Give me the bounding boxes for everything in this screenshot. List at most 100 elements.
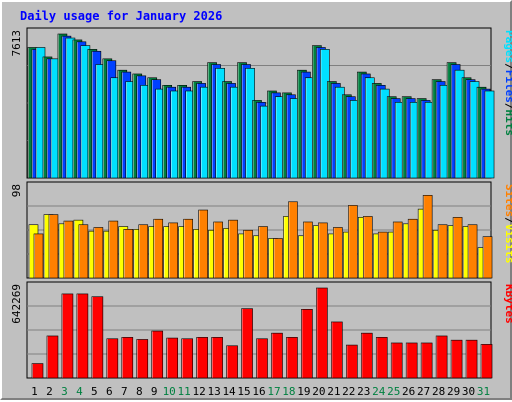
bar-kbytes-day-18-fill: [286, 337, 298, 378]
bar-kbytes-day-25-edge: [390, 342, 403, 379]
bar-kbytes-day-8-edge: [136, 339, 149, 379]
bar-pages-day-15-fill: [245, 68, 255, 178]
bar-kbytes-day-9-fill: [151, 331, 163, 378]
bar-visits-day-25-fill: [388, 232, 398, 278]
bar-sites-day-11-edge: [183, 218, 193, 279]
bar-kbytes-day-11-edge: [181, 338, 193, 379]
bar-sites-day-17-fill: [273, 238, 283, 278]
bar-pages-day-16-fill: [260, 106, 270, 178]
bar-pages-day-14-fill: [230, 87, 240, 178]
bar-sites-day-27-fill: [423, 195, 433, 278]
bar-pages-day-20-fill: [320, 49, 330, 179]
bar-sites-day-6-edge: [108, 220, 119, 279]
bar-kbytes-day-30: [465, 339, 478, 379]
day-label-25: 25: [387, 385, 400, 398]
bar-kbytes-day-22-fill: [346, 345, 358, 378]
bar-sites-day-26-fill: [408, 219, 418, 278]
legend-item: Sites: [503, 184, 512, 217]
bar-visits-day-8-fill: [133, 229, 143, 278]
bar-kbytes-day-12: [196, 337, 208, 379]
bar-kbytes-day-22: [346, 344, 358, 379]
bar-kbytes-day-31-edge: [480, 344, 493, 379]
bar-kbytes-day-17-fill: [271, 333, 283, 378]
bar-kbytes-day-30-edge: [465, 339, 478, 379]
bar-sites-day-5: [93, 227, 104, 279]
day-label-17: 17: [267, 385, 280, 398]
bar-sites-day-24-fill: [378, 232, 388, 278]
bar-kbytes-day-2-edge: [46, 335, 59, 379]
bar-sites-day-10-fill: [168, 222, 178, 278]
bar-sites-day-26: [407, 218, 418, 279]
bar-visits-day-15-fill: [238, 233, 248, 278]
bar-sites-day-1: [33, 233, 44, 279]
bar-kbytes-day-5-edge: [91, 296, 104, 379]
bar-kbytes-day-3-edge: [61, 293, 74, 379]
bar-pages-day-22-fill: [350, 100, 360, 178]
bar-pages-day-31-edge: [484, 90, 495, 179]
bar-kbytes-day-30-fill: [466, 340, 478, 378]
day-label-16: 16: [252, 385, 265, 398]
bar-kbytes-day-25: [390, 342, 403, 379]
bar-visits-day-6-fill: [103, 231, 113, 278]
bar-visits-day-29-fill: [448, 225, 458, 278]
day-label-20: 20: [312, 385, 325, 398]
day-label-2: 2: [46, 385, 53, 398]
bar-kbytes-day-19-edge: [301, 309, 313, 379]
bar-kbytes-day-27: [420, 342, 433, 379]
bar-sites-day-8-edge: [138, 224, 149, 279]
legend-item: /: [503, 217, 512, 224]
bar-pages-day-23-fill: [365, 77, 375, 178]
bar-sites-day-25: [392, 221, 403, 279]
bar-sites-day-14: [228, 219, 238, 279]
bar-kbytes-day-10: [166, 337, 179, 379]
bar-kbytes-day-19-fill: [301, 309, 313, 378]
bar-sites-day-24-edge: [377, 231, 388, 279]
bar-kbytes-day-15: [241, 308, 253, 379]
bar-sites-day-27: [422, 195, 433, 279]
bar-kbytes-day-12-edge: [196, 337, 208, 379]
bar-kbytes-day-21-fill: [331, 321, 343, 378]
bar-kbytes-day-1-fill: [32, 363, 43, 378]
day-label-24: 24: [372, 385, 386, 398]
legend-item: Files: [503, 70, 512, 103]
bar-kbytes-day-21-edge: [331, 321, 343, 379]
bar-kbytes-day-22-edge: [346, 344, 358, 379]
bar-pages-day-27-fill: [425, 102, 435, 178]
bar-sites-day-31-edge: [482, 236, 493, 279]
bar-sites-day-21-edge: [333, 227, 343, 279]
bar-kbytes-day-26-edge: [405, 342, 418, 379]
bar-sites-day-6-fill: [108, 221, 118, 278]
panel-top-legend: Pages/Files/Hits: [503, 30, 512, 136]
day-label-4: 4: [76, 385, 83, 398]
bar-pages-day-30-fill: [470, 81, 480, 178]
panel-top-ymax-label: 7613: [10, 30, 23, 57]
bar-pages-day-12-fill: [200, 87, 210, 178]
bar-kbytes-day-6-fill: [106, 338, 118, 378]
bar-visits-day-7-fill: [118, 226, 128, 278]
bar-kbytes-day-16-fill: [256, 338, 268, 378]
bar-pages-day-21-fill: [335, 87, 345, 178]
bar-kbytes-day-23-edge: [360, 332, 373, 379]
bar-sites-day-11: [183, 218, 193, 279]
bar-kbytes-day-11: [181, 338, 193, 379]
bar-sites-day-4-fill: [78, 224, 88, 278]
bar-kbytes-day-26-fill: [406, 342, 418, 378]
bar-kbytes-day-14: [226, 345, 238, 379]
bar-pages-day-9-fill: [155, 89, 165, 178]
bar-kbytes-day-10-edge: [166, 337, 179, 379]
bar-sites-day-15-fill: [243, 230, 253, 278]
legend-item: Visits: [503, 224, 512, 264]
legend-item: Hits: [503, 110, 512, 137]
bar-sites-day-10: [168, 222, 179, 279]
bar-sites-day-30-edge: [467, 224, 478, 279]
day-label-30: 30: [462, 385, 475, 398]
bar-sites-day-31-fill: [483, 236, 493, 278]
bar-visits-day-22-fill: [343, 232, 353, 278]
bar-kbytes-day-7-edge: [121, 337, 134, 379]
bar-kbytes-day-18: [286, 337, 298, 379]
bar-pages-day-31-fill: [485, 90, 495, 178]
bar-kbytes-day-21: [331, 321, 343, 379]
bar-sites-day-16: [258, 226, 268, 279]
bar-sites-day-16-edge: [258, 226, 268, 279]
